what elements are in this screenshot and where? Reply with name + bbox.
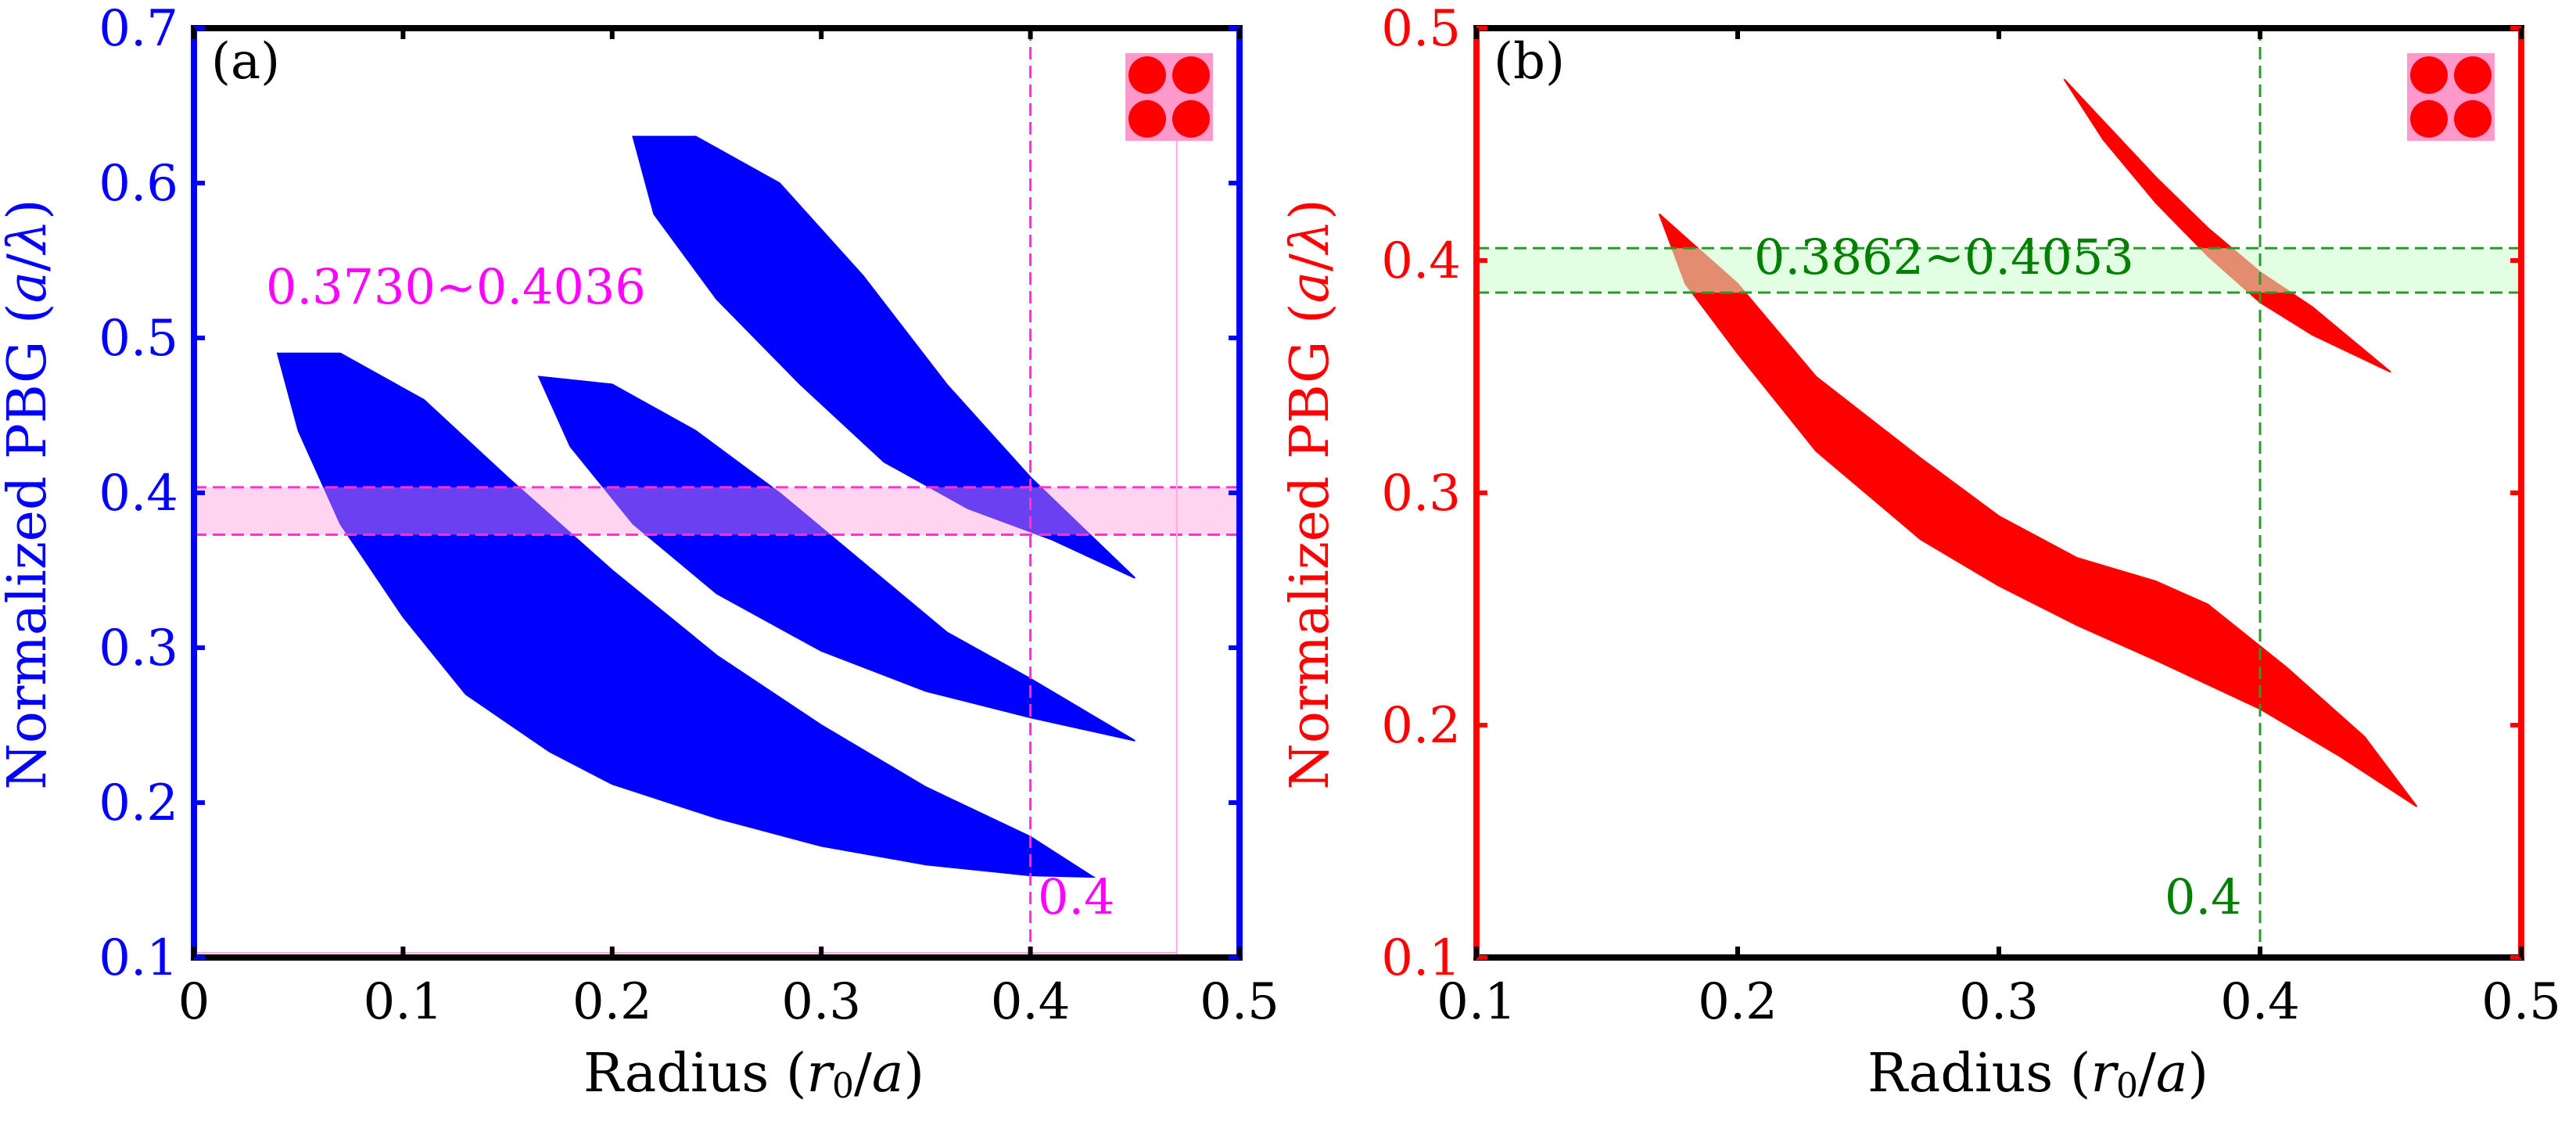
y-tick-label-a-2: 0.3 — [99, 620, 178, 677]
lattice-rod-a-2 — [1172, 56, 1210, 94]
marker-label-a: 0.4 — [1038, 868, 1115, 925]
panel-a: Normalized PBG (a/λ) Radius (r0/a) 0.373… — [0, 0, 1279, 1106]
lattice-rod-b-2 — [2454, 56, 2492, 94]
band-gap-a-2 — [537, 375, 1136, 742]
band-gap-b-1 — [1658, 213, 2418, 807]
lattice-rod-b-4 — [2454, 100, 2492, 138]
highlight-band-a — [194, 487, 1240, 535]
x-tick-label-b-3: 0.4 — [2220, 973, 2300, 1031]
panel-b: Normalized PBG (a/λ) Radius (r0/a) 0.386… — [1279, 0, 2561, 1106]
y-tick-label-b-4: 0.5 — [1381, 0, 1461, 58]
y-tick-label-a-1: 0.2 — [99, 774, 178, 832]
y-tick-label-b-1: 0.2 — [1381, 697, 1461, 755]
y-tick-label-a-6: 0.7 — [99, 0, 178, 58]
panel-label-b: (b) — [1494, 33, 1565, 91]
band-gap-a-3 — [632, 135, 1136, 579]
lattice-rod-a-4 — [1172, 100, 1210, 138]
band-gap-b-2 — [2063, 78, 2391, 373]
y-tick-label-b-0: 0.1 — [1381, 929, 1461, 987]
y-tick-label-a-3: 0.4 — [99, 465, 178, 523]
x-axis-label-b: Radius (r0/a) — [1867, 1043, 2208, 1106]
x-tick-label-a-1: 0.1 — [364, 973, 443, 1031]
x-tick-label-b-2: 0.3 — [1959, 973, 2039, 1031]
lattice-rod-a-1 — [1128, 56, 1166, 94]
x-tick-label-a-5: 0.5 — [1200, 973, 1279, 1031]
x-tick-label-a-0: 0 — [178, 973, 210, 1031]
y-tick-label-b-2: 0.3 — [1381, 465, 1461, 523]
y-axis-label-a: Normalized PBG (a/λ) — [0, 199, 59, 789]
x-tick-label-a-4: 0.4 — [991, 973, 1071, 1031]
y-tick-label-a-4: 0.5 — [99, 310, 178, 368]
y-axis-label-b: Normalized PBG (a/λ) — [1279, 199, 1341, 789]
y-tick-label-a-0: 0.1 — [99, 929, 178, 987]
band-range-label-a: 0.3730~0.4036 — [266, 258, 646, 315]
x-tick-label-b-4: 0.5 — [2481, 973, 2561, 1031]
x-tick-label-b-0: 0.1 — [1437, 973, 1516, 1031]
lattice-rod-b-3 — [2410, 100, 2448, 138]
x-tick-label-a-3: 0.3 — [781, 973, 861, 1031]
y-tick-label-a-5: 0.6 — [99, 155, 178, 213]
x-tick-label-b-1: 0.2 — [1698, 973, 1778, 1031]
band-range-label-b: 0.3862~0.4053 — [1754, 228, 2134, 286]
lattice-rod-a-3 — [1128, 100, 1166, 138]
panel-label-a: (a) — [211, 33, 280, 91]
y-tick-label-b-3: 0.4 — [1381, 232, 1461, 290]
x-axis-label-a: Radius (r0/a) — [583, 1043, 924, 1106]
highlight-band-b — [1476, 248, 2521, 293]
x-tick-label-a-2: 0.2 — [572, 973, 652, 1031]
marker-label-b: 0.4 — [2165, 868, 2242, 925]
lattice-rod-b-1 — [2410, 56, 2448, 94]
